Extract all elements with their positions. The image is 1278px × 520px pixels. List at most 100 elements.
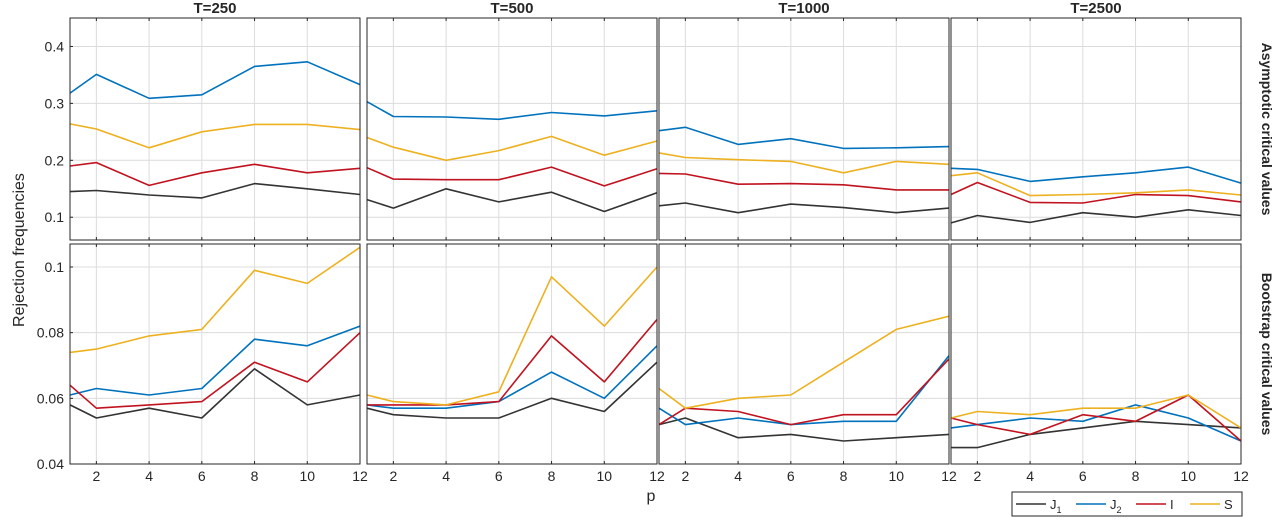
series-line-j2 bbox=[950, 166, 1242, 184]
series-line-i bbox=[367, 318, 658, 406]
series-line-i bbox=[950, 181, 1242, 204]
row-label: Bootstrap critical values bbox=[1259, 273, 1275, 436]
series-line-j2 bbox=[69, 325, 361, 396]
subplot-r2-c1 bbox=[69, 243, 361, 465]
series-line-j2 bbox=[658, 126, 950, 150]
series-line-s bbox=[950, 394, 1242, 429]
legend-item-i: I bbox=[1136, 497, 1174, 512]
series-line-i bbox=[658, 172, 949, 191]
legend-label: I bbox=[1170, 497, 1174, 512]
legend-item-s: S bbox=[1190, 497, 1233, 512]
series-line-s bbox=[658, 315, 950, 410]
series-line-i bbox=[69, 332, 361, 410]
panel-title: T=250 bbox=[194, 0, 237, 17]
x-tick-label: 6 bbox=[1079, 468, 1087, 484]
x-tick-label: 2 bbox=[973, 468, 981, 484]
x-tick-label: 12 bbox=[1233, 468, 1249, 484]
plot-area bbox=[659, 18, 949, 240]
axes-frame bbox=[69, 17, 361, 241]
y-tick-label: 0.06 bbox=[37, 390, 64, 406]
axes-frame bbox=[658, 243, 950, 465]
axes-frame bbox=[366, 243, 658, 465]
x-tick-label: 4 bbox=[1026, 468, 1034, 484]
panel-title: T=2500 bbox=[1070, 0, 1121, 17]
series-line-j1 bbox=[366, 361, 658, 419]
series-line-i bbox=[69, 161, 361, 187]
y-tick-label: 0.3 bbox=[45, 95, 65, 111]
x-tick-label: 8 bbox=[548, 468, 556, 484]
legend-label: J2 bbox=[1110, 497, 1122, 515]
x-axis-label: p bbox=[647, 488, 656, 505]
series-line-s bbox=[366, 135, 658, 162]
legend-label-base: J bbox=[1050, 497, 1057, 512]
y-tick-label: 0.04 bbox=[37, 456, 64, 472]
panel-title: T=500 bbox=[491, 0, 534, 17]
x-tick-label: 4 bbox=[145, 468, 153, 484]
legend-item-j2: J2 bbox=[1076, 497, 1122, 515]
x-tick-label: 6 bbox=[495, 468, 503, 484]
legend-label-base: S bbox=[1224, 497, 1233, 512]
legend-item-j1: J1 bbox=[1016, 497, 1062, 515]
x-tick-label: 8 bbox=[840, 468, 848, 484]
x-tick-label: 4 bbox=[734, 468, 742, 484]
x-tick-label: 4 bbox=[442, 468, 450, 484]
plot-area bbox=[659, 244, 949, 464]
subplot-r1-c3 bbox=[658, 17, 950, 241]
axes-frame bbox=[658, 17, 950, 241]
legend-label-subscript: 1 bbox=[1057, 505, 1062, 515]
y-tick-label: 0.2 bbox=[45, 152, 65, 168]
axes-frame bbox=[366, 17, 658, 241]
series-line-j2 bbox=[69, 60, 361, 100]
axes-frame bbox=[950, 17, 1242, 241]
subplot-r2-c3 bbox=[658, 243, 950, 465]
legend: J1 J2 I S bbox=[1011, 491, 1243, 517]
x-tick-label: 12 bbox=[352, 468, 368, 484]
legend-label: S bbox=[1224, 497, 1233, 512]
x-tick-label: 6 bbox=[198, 468, 206, 484]
plot-area bbox=[951, 244, 1241, 464]
series-line-s bbox=[950, 172, 1242, 197]
axes-frame bbox=[69, 243, 361, 465]
series-line-j1 bbox=[69, 367, 361, 419]
y-tick-label: 0.4 bbox=[45, 38, 65, 54]
x-tick-label: 12 bbox=[649, 468, 665, 484]
x-tick-label: 10 bbox=[299, 468, 315, 484]
series-line-j1 bbox=[950, 209, 1242, 224]
subplot-r1-c1 bbox=[69, 17, 361, 241]
x-tick-label: 10 bbox=[888, 468, 904, 484]
subplot-r1-c4 bbox=[950, 17, 1242, 241]
series-line-s bbox=[366, 266, 658, 406]
series-line-s bbox=[69, 123, 361, 149]
series-line-j1 bbox=[658, 417, 950, 442]
legend-label: J1 bbox=[1050, 497, 1062, 515]
y-axis-label: Rejection frequencies bbox=[11, 173, 28, 327]
y-tick-label: 0.1 bbox=[45, 209, 65, 225]
x-tick-label: 10 bbox=[596, 468, 612, 484]
x-tick-label: 8 bbox=[1132, 468, 1140, 484]
plot-area bbox=[367, 18, 657, 240]
y-tick-label: 0.08 bbox=[37, 325, 64, 341]
series-line-s bbox=[658, 152, 950, 174]
legend-label-base: I bbox=[1170, 497, 1174, 512]
plot-area bbox=[70, 18, 360, 240]
axes-frame bbox=[950, 243, 1242, 465]
legend-label-subscript: 2 bbox=[1117, 505, 1122, 515]
series-line-i bbox=[366, 166, 658, 187]
series-line-j1 bbox=[366, 188, 658, 213]
series-line-s bbox=[69, 246, 361, 354]
series-line-j2 bbox=[366, 101, 658, 121]
x-tick-label: 2 bbox=[389, 468, 397, 484]
x-tick-label: 12 bbox=[941, 468, 957, 484]
subplot-r1-c2 bbox=[366, 17, 658, 241]
y-tick-label: 0.1 bbox=[45, 259, 65, 275]
x-tick-label: 2 bbox=[92, 468, 100, 484]
legend-label-base: J bbox=[1110, 497, 1117, 512]
subplot-r2-c2 bbox=[366, 243, 658, 465]
series-line-j1 bbox=[69, 182, 361, 199]
plot-area bbox=[951, 18, 1241, 240]
series-line-j1 bbox=[658, 202, 950, 214]
x-tick-label: 10 bbox=[1180, 468, 1196, 484]
panel-title: T=1000 bbox=[778, 0, 829, 17]
x-tick-label: 8 bbox=[251, 468, 259, 484]
